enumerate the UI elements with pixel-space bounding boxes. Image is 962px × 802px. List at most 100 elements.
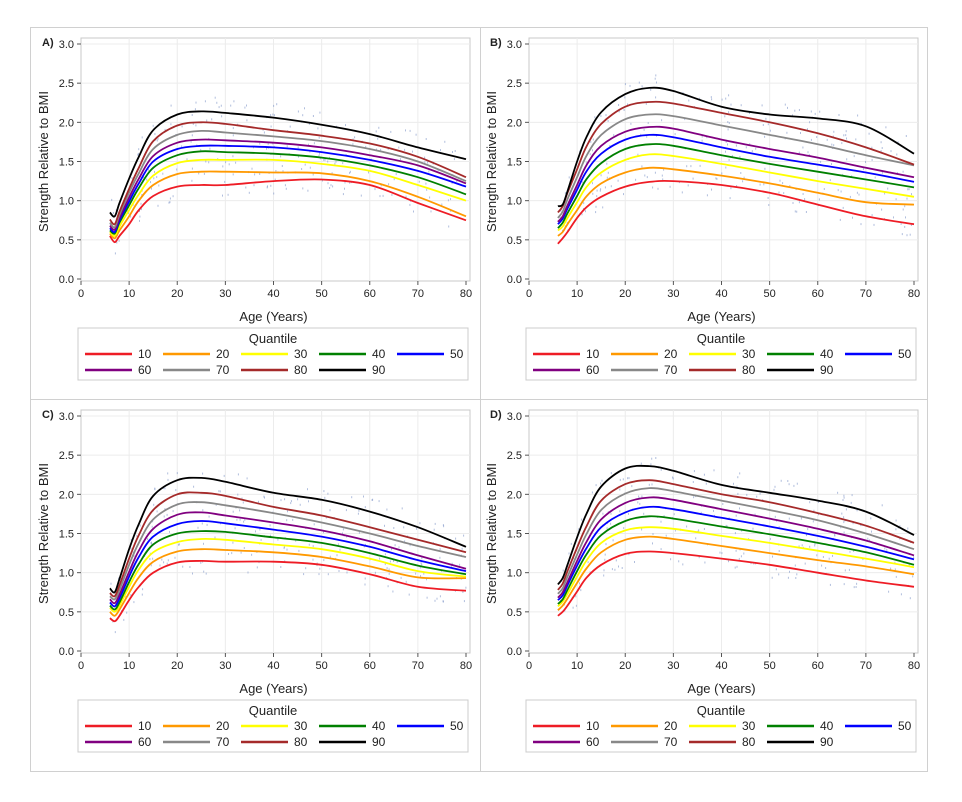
data-point [895,528,897,531]
data-point [900,222,902,225]
data-point [280,566,282,568]
data-point [816,554,818,557]
data-point [318,136,320,139]
y-axis-label: Strength Relative to BMI [36,91,51,232]
data-point [159,564,161,567]
data-point [329,187,331,189]
series-line-q80 [557,479,915,591]
data-point [280,499,282,502]
data-point [742,180,744,183]
data-point [592,138,594,141]
data-point [594,116,596,119]
data-point [612,539,614,542]
data-point [858,193,860,196]
x-tick-label: 60 [364,288,376,300]
data-point [725,150,726,153]
data-point [253,184,255,187]
data-point [703,473,705,476]
data-point [140,208,142,211]
data-point [377,137,379,140]
series-line-q90 [557,464,915,585]
data-point [273,114,275,117]
data-point [327,492,329,495]
data-point [153,503,155,506]
data-point [762,124,764,126]
data-point [327,160,329,163]
data-point [852,522,854,525]
data-point [610,512,612,515]
data-point [622,478,624,481]
data-point [141,194,143,196]
series-line-q70 [109,501,467,601]
data-point [618,565,619,568]
data-point [896,153,898,156]
data-point [619,488,621,491]
data-point [282,170,284,173]
x-tick-label: 20 [619,288,631,300]
data-point [764,167,766,170]
data-point [660,468,662,471]
data-point [710,96,712,99]
data-point [330,184,332,187]
data-point [388,572,390,575]
data-point [839,218,841,221]
data-point [844,569,846,572]
data-point [907,527,909,530]
data-point [800,132,801,134]
data-point [630,122,632,125]
x-tick-label: 40 [267,288,279,300]
data-point [789,185,791,188]
data-point [420,575,421,578]
data-point [648,483,650,486]
data-point [118,239,120,242]
data-point [767,197,769,199]
series-line-q60 [109,138,467,231]
data-point [136,534,138,537]
data-point [596,189,598,192]
data-point [609,145,611,147]
legend: Quantile 10 20 30 40 50 60 70 80 90 [77,699,469,753]
data-point [759,183,761,186]
data-point [131,177,133,180]
data-point [743,176,745,179]
data-point [727,121,729,123]
data-point [832,135,834,138]
series-line-q20 [557,535,915,611]
data-point [322,179,323,182]
data-point [441,203,443,206]
data-point [128,212,129,215]
data-point [443,525,445,528]
data-point [652,186,654,189]
data-point [395,173,397,176]
data-point [838,114,840,116]
data-point [219,490,221,493]
data-point [655,96,657,99]
y-tick-label: 1.0 [507,568,522,580]
data-point [111,198,113,201]
data-point [231,552,233,555]
data-point [637,501,639,504]
data-point [706,194,708,197]
x-tick-label: 50 [316,288,328,300]
data-point [674,529,676,532]
data-point [405,129,406,132]
data-point [349,181,351,184]
data-point [175,489,177,492]
data-point [142,588,144,591]
legend-label-q20: 20 [664,347,678,361]
data-point [398,146,400,149]
series-line-q30 [557,153,915,232]
data-point [736,565,738,568]
data-point [686,165,688,168]
data-point [450,198,451,201]
data-point [794,210,796,213]
data-point [399,158,401,161]
data-point [605,114,607,117]
data-point [242,501,244,504]
data-point [713,469,715,472]
data-point [907,188,909,191]
data-point [400,576,402,579]
data-point [167,478,169,481]
data-point [139,219,140,222]
data-point [447,199,449,202]
